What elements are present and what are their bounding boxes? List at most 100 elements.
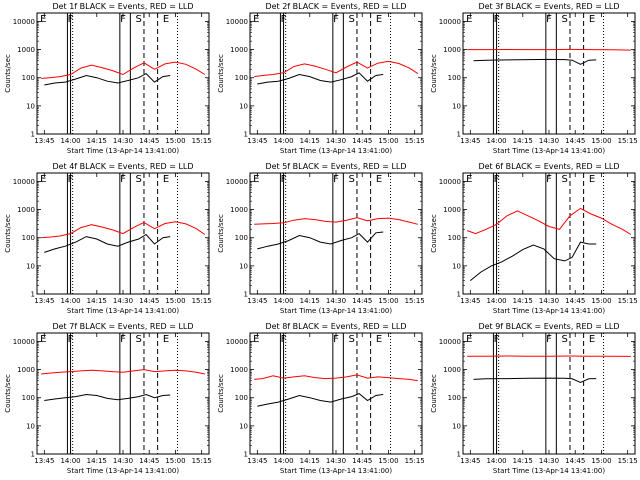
event-letter: S [136,14,142,25]
chart-panel: Det 2f BLACK = Events, RED = LLD 1 10 100 10… [217,2,425,155]
x-tick-label: 13:45 [34,137,54,145]
event-letter: E [40,14,46,25]
y-axis-label: Counts/sec [430,54,438,93]
y-tick-label: 1000 [17,366,35,374]
x-tick-label: 14:30 [113,297,133,305]
event-letter: F [333,14,339,25]
event-letter: E [163,14,169,25]
y-tick-label: 1000 [230,206,248,214]
chart-title: Det 7f BLACK = Events, RED = LLD [52,322,193,331]
x-tick-label: 15:15 [192,457,212,465]
x-axis-label: Start Time (13-Apr-14 13:41:00) [493,307,605,315]
y-tick-label: 10 [26,102,35,110]
events-series-line [469,241,597,281]
y-tick-label: 100 [448,74,461,82]
event-letter: E [253,14,259,25]
x-tick-label: 15:15 [618,457,638,465]
event-letter: F [68,174,74,185]
x-tick-label: 15:00 [378,297,398,305]
y-tick-label: 10 [239,262,248,270]
event-letter: S [562,334,568,345]
event-letter: S [562,174,568,185]
x-tick-label: 14:45 [139,457,159,465]
plot-frame [462,332,636,455]
y-tick-label: 10 [239,102,248,110]
x-tick-label: 14:45 [352,297,372,305]
x-tick-label: 14:30 [326,457,346,465]
x-tick-label: 15:00 [591,297,611,305]
x-tick-label: 14:15 [300,137,320,145]
y-axis-label: Counts/sec [4,54,12,93]
x-tick-label: 15:00 [378,137,398,145]
x-tick-label: 14:45 [139,137,159,145]
events-series-line [473,58,597,65]
y-tick-label: 1000 [443,206,461,214]
chart-title: Det 5f BLACK = Events, RED = LLD [265,162,406,171]
y-tick-label: 10000 [439,338,461,346]
y-tick-label: 10000 [226,178,248,186]
x-tick-label: 14:45 [139,297,159,305]
y-tick-label: 10000 [13,338,35,346]
lld-series-line [41,221,206,239]
event-letter: F [68,14,74,25]
event-letter: F [120,174,126,185]
y-axis-label: Counts/sec [217,54,225,93]
event-letter: S [349,14,355,25]
y-tick-label: 1 [244,291,248,299]
x-axis-label: Start Time (13-Apr-14 13:41:00) [280,147,392,155]
chart-title: Det 1f BLACK = Events, RED = LLD [52,2,193,11]
events-series-line [44,393,171,401]
y-tick-label: 100 [235,394,248,402]
events-series-line [44,233,171,253]
y-axis-label: Counts/sec [430,214,438,253]
events-series-line [44,72,171,86]
plot-frame [462,172,636,295]
x-tick-label: 14:00 [273,137,293,145]
x-tick-label: 14:00 [60,457,80,465]
x-tick-label: 14:30 [539,457,559,465]
lld-series-line [467,48,631,51]
y-tick-label: 10 [239,422,248,430]
chart-title: Det 6f BLACK = Events, RED = LLD [478,162,619,171]
event-letter: S [562,14,568,25]
y-tick-label: 1000 [443,46,461,54]
x-tick-label: 14:30 [326,297,346,305]
event-letter: E [163,174,169,185]
x-tick-label: 15:15 [405,457,425,465]
lld-series-line [254,374,418,382]
x-tick-label: 13:45 [247,137,267,145]
event-letter: S [349,174,355,185]
events-series-line [257,231,384,250]
y-tick-label: 1 [31,131,35,139]
y-tick-label: 10000 [226,18,248,26]
x-tick-label: 14:45 [565,297,585,305]
x-axis-label: Start Time (13-Apr-14 13:41:00) [67,147,179,155]
event-letter: E [466,334,472,345]
event-letter: F [546,174,552,185]
y-axis-label: Counts/sec [4,214,12,253]
y-tick-label: 1 [457,291,461,299]
event-letter: E [466,14,472,25]
y-tick-label: 10000 [226,338,248,346]
events-series-line [257,393,384,407]
x-axis-label: Start Time (13-Apr-14 13:41:00) [280,467,392,475]
lld-series-line [254,60,419,78]
chart-panel: Det 9f BLACK = Events, RED = LLD 1 10 100 10… [430,322,638,475]
x-tick-label: 14:00 [486,297,506,305]
plot-frame [249,332,423,455]
y-tick-label: 10000 [13,18,35,26]
x-axis-label: Start Time (13-Apr-14 13:41:00) [280,307,392,315]
y-tick-label: 10000 [439,18,461,26]
x-tick-label: 14:45 [565,137,585,145]
chart-panel: Det 1f BLACK = Events, RED = LLD 1 10 100 10… [4,2,212,155]
event-letter: F [494,174,500,185]
y-axis-label: Counts/sec [4,374,12,413]
event-letter: F [494,334,500,345]
x-axis-label: Start Time (13-Apr-14 13:41:00) [67,467,179,475]
x-tick-label: 14:00 [486,457,506,465]
x-axis-label: Start Time (13-Apr-14 13:41:00) [67,307,179,315]
y-tick-label: 10000 [439,178,461,186]
y-tick-label: 1000 [230,366,248,374]
chart-panel: Det 7f BLACK = Events, RED = LLD 1 10 100 10… [4,322,212,475]
x-tick-label: 14:00 [60,297,80,305]
